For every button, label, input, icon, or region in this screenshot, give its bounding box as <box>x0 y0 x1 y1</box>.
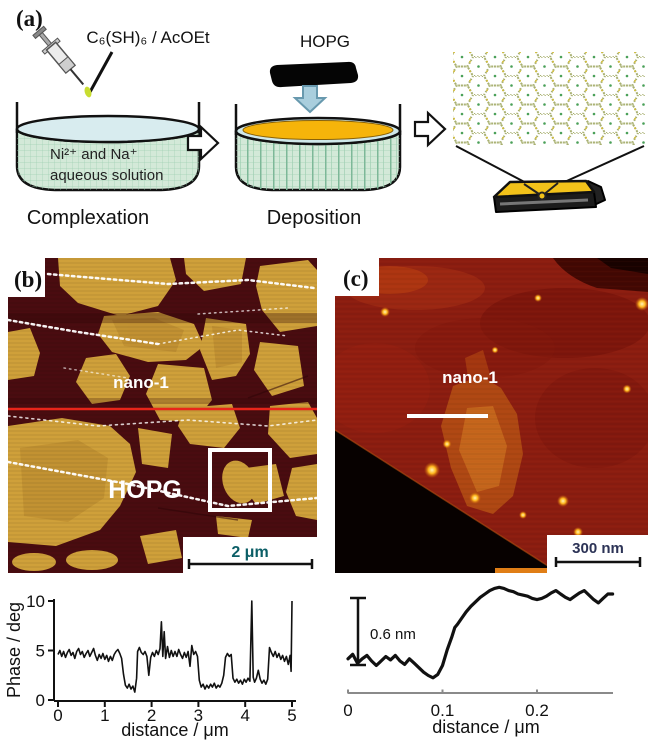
x-tick-label: 0 <box>343 701 352 720</box>
panel-a-scheme: (a) C₆(SH)₆ / AcOEt Ni²⁺ and Na⁺ aqueous… <box>15 6 645 229</box>
down-arrow-icon <box>292 85 328 114</box>
height-trace <box>346 585 615 680</box>
x-tick-label: 2 <box>147 706 156 725</box>
panel-b-afm-image: nano-1 HOPG (b) 2 μm <box>8 258 317 573</box>
step1-caption: Complexation <box>27 207 149 229</box>
panel-b-label-box <box>8 258 45 297</box>
x-tick-label: 1 <box>100 706 109 725</box>
panel-a-label: (a) <box>16 6 43 31</box>
network-pattern <box>453 52 645 145</box>
bright-particles <box>380 294 648 537</box>
film-annotation: nano-1 <box>442 368 498 387</box>
x-ticks: 0 1 2 3 4 5 <box>53 701 297 725</box>
substrate-icon <box>492 179 606 213</box>
y-tick-label: 10 <box>26 592 45 611</box>
panel-c-label-box <box>335 258 379 296</box>
panel-b-label: (b) <box>14 267 42 292</box>
syringe-icon <box>32 25 85 86</box>
film-annotation: nano-1 <box>113 373 169 392</box>
scale-bar-b: 2 μm <box>183 537 317 573</box>
solution-label-line1: Ni²⁺ and Na⁺ <box>50 146 138 163</box>
x-tick-label: 0 <box>53 706 62 725</box>
scanline-texture <box>8 258 317 573</box>
y-tick-label: 0 <box>36 691 45 710</box>
phase-trace <box>57 600 293 693</box>
x-tick-label: 0.1 <box>431 701 455 720</box>
x-axis-label: distance / μm <box>121 720 228 740</box>
x-tick-label: 3 <box>194 706 203 725</box>
step-height-marker <box>350 596 366 667</box>
step2-caption: Deposition <box>267 207 362 229</box>
roi-box <box>208 448 272 512</box>
scale-bar-b-text: 2 μm <box>231 544 268 561</box>
substrate-annotation: HOPG <box>108 476 182 504</box>
step-arrow-icon <box>413 110 447 148</box>
dark-streaks <box>8 313 317 521</box>
scale-bar-c-text: 300 nm <box>572 540 624 557</box>
y-axis-label: Phase / deg <box>4 602 24 698</box>
x-axis-label: distance / μm <box>432 717 539 737</box>
step-arrow-icon <box>186 124 220 162</box>
hopg-slab-label: HOPG <box>300 32 350 51</box>
hopg-slab-icon <box>269 61 359 88</box>
phase-profile-chart: 0 5 10 0 1 2 3 4 5 Phase / deg distance / μm <box>4 592 297 740</box>
zoom-line-left <box>455 145 535 188</box>
x-tick-label: 5 <box>287 706 296 725</box>
x-tick-label: 0.2 <box>525 701 549 720</box>
step-height-annotation: 0.6 nm <box>370 626 416 643</box>
y-ticks: 0 5 10 <box>26 592 54 710</box>
step-edge <box>335 429 560 573</box>
beaker-deposition <box>234 104 402 192</box>
solution-label-line2: aqueous solution <box>50 167 163 184</box>
panel-c-afm-image: nano-1 (c) 300 nm <box>335 258 648 573</box>
speckle-lines <box>8 272 317 508</box>
scale-bar-c: 300 nm <box>547 535 648 573</box>
x-ticks: 0 0.1 0.2 <box>343 689 549 720</box>
beaker-complexation: Ni²⁺ and Na⁺ aqueous solution <box>15 102 201 192</box>
height-profile-chart: 0.6 nm 0 0.1 0.2 distance / μm <box>343 585 615 737</box>
reagent-label: C₆(SH)₆ / AcOEt <box>86 28 210 47</box>
y-tick-label: 5 <box>36 642 45 661</box>
stirring-rod-icon <box>88 51 114 93</box>
x-tick-label: 4 <box>240 706 249 725</box>
droplet-icon <box>84 86 92 98</box>
panel-c-label: (c) <box>343 266 369 291</box>
